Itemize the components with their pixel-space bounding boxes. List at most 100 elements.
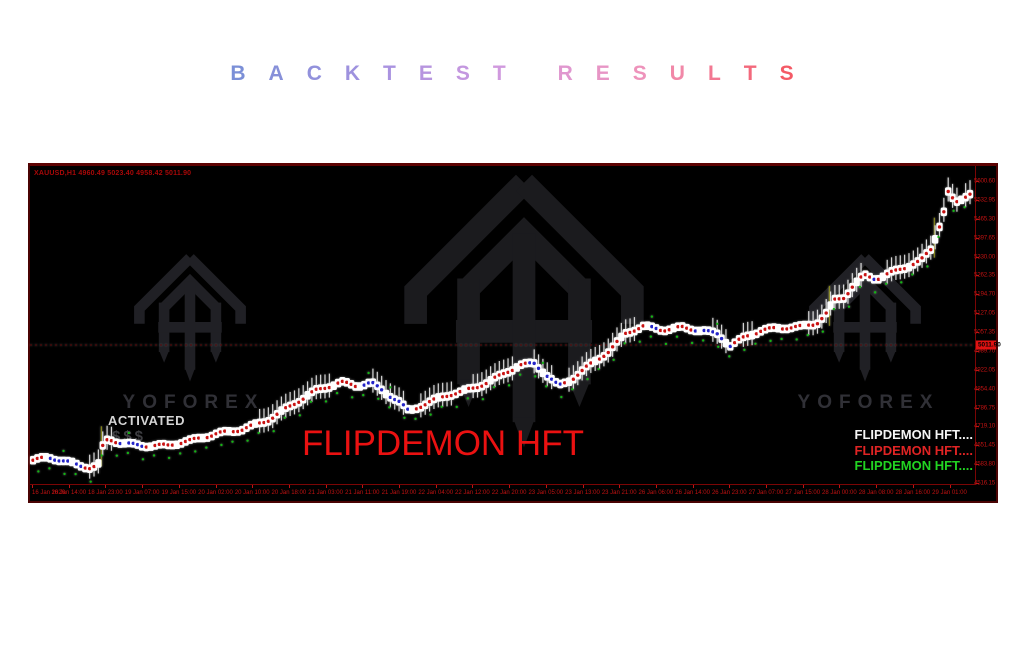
x-axis-label: 29 Jan 01:00 (932, 490, 967, 496)
y-axis-tick (976, 218, 979, 220)
x-axis-tick (545, 485, 547, 488)
chart-window[interactable]: YOFOREX YOFOREX ACTIVATED $$$ FLIPDEMON … (28, 163, 1001, 503)
x-axis-label: 22 Jan 04:00 (418, 490, 454, 496)
x-axis-tick (142, 485, 144, 488)
y-axis-tick (976, 237, 979, 239)
activated-label: ACTIVATED (108, 413, 185, 428)
x-axis-label: 20 Jan 02:00 (198, 490, 233, 496)
x-axis-label: 22 Jan 12:00 (455, 490, 490, 496)
x-axis-label: 27 Jan 15:00 (785, 490, 821, 496)
y-axis-tick (976, 275, 979, 277)
x-axis-tick (729, 485, 731, 488)
y-axis-tick (976, 426, 979, 428)
x-axis-tick (435, 485, 437, 488)
x-axis-tick (472, 485, 474, 488)
y-axis-tick (976, 445, 979, 447)
candlestick-series (29, 177, 975, 483)
title-letter: S (779, 62, 817, 85)
title-letter (529, 62, 558, 86)
x-axis-tick (692, 485, 694, 488)
x-axis-tick (178, 485, 180, 488)
x-axis-tick (582, 485, 584, 488)
x-axis-label: 23 Jan 21:00 (601, 490, 637, 496)
time-axis[interactable]: 16 Jan 2026 16 Jan 14:00 18 Jan 23:00 19 Ja… (30, 484, 975, 501)
y-axis-label: 5194.70 (974, 290, 995, 298)
title-letter: A (268, 62, 307, 85)
y-axis-tick (976, 464, 979, 466)
legend-item: FLIPDEMON HFT.... (854, 442, 973, 458)
y-axis-label: 5127.05 (974, 309, 995, 317)
x-axis-label: 26 Jan 23:00 (711, 490, 747, 496)
x-axis-label: 22 Jan 20:00 (491, 490, 527, 496)
x-axis-label: 27 Jan 07:00 (748, 490, 784, 496)
legend-item: FLIPDEMON HFT.... (854, 427, 973, 442)
x-axis-tick (215, 485, 217, 488)
y-axis-tick (976, 483, 979, 484)
y-axis-label: 5330.00 (974, 253, 995, 260)
x-axis-tick (949, 485, 951, 488)
page-title: BACKTEST RESULTS (0, 62, 1024, 86)
x-axis-label: 26 Jan 06:00 (638, 490, 674, 496)
x-axis-tick (876, 485, 878, 488)
x-axis-tick (288, 485, 290, 488)
watermark-right: YOFOREX (795, 252, 935, 414)
watermark-text: YOFOREX (122, 392, 265, 413)
x-axis-tick (105, 485, 107, 488)
x-axis-tick (912, 485, 914, 488)
y-axis-tick (976, 181, 979, 182)
x-axis-label: 18 Jan 23:00 (88, 490, 123, 496)
y-axis-label: 4989.70 (974, 347, 995, 355)
y-axis-tick (976, 388, 979, 390)
price-axis[interactable]: 5600.60 5532.95 5465.30 5397.65 5330.00 5262.… (974, 166, 1001, 487)
title-letter: S (632, 62, 670, 85)
y-axis-label: 4854.40 (974, 385, 995, 393)
x-axis-label: 20 Jan 18:00 (271, 490, 307, 496)
x-axis-tick (655, 485, 657, 488)
chart-inner: YOFOREX YOFOREX ACTIVATED $$$ FLIPDEMON … (29, 166, 1001, 501)
y-axis-label: 5532.95 (974, 196, 995, 204)
x-axis-tick (619, 485, 621, 488)
title-letter: T (492, 62, 529, 85)
x-axis-tick (32, 485, 33, 488)
title-letter: E (418, 62, 456, 85)
x-axis-tick (68, 485, 70, 488)
y-axis-tick (976, 199, 979, 201)
watermark-text: YOFOREX (797, 392, 940, 413)
title-letter: B (230, 62, 269, 85)
x-axis-label: 21 Jan 19:00 (381, 490, 417, 496)
x-axis-tick (509, 485, 511, 488)
x-axis-tick (252, 485, 254, 488)
x-axis-tick (362, 485, 364, 488)
y-axis-label: 5397.65 (974, 234, 995, 242)
title-letter: U (669, 62, 708, 85)
x-axis-label: 21 Jan 03:00 (308, 490, 343, 496)
y-axis-label: 5465.30 (974, 215, 995, 223)
y-axis-tick (976, 407, 979, 409)
strategy-name-overlay: FLIPDEMON HFT (302, 424, 584, 463)
title-letter: K (344, 62, 384, 85)
title-letter: C (306, 62, 345, 85)
y-axis-label: 5600.60 (974, 177, 995, 185)
title-letter: S (455, 62, 493, 85)
x-axis-label: 20 Jan 10:00 (234, 490, 270, 496)
x-axis-tick (325, 485, 327, 488)
plot-area[interactable] (29, 166, 975, 485)
x-axis-label: 16 Jan 14:00 (51, 490, 87, 496)
y-axis-label: 4516.15 (974, 479, 995, 487)
y-axis-label: 4786.75 (974, 404, 995, 411)
y-axis-tick (976, 369, 979, 371)
x-axis-label: 16 Jan 2026 (32, 490, 66, 496)
y-axis-tick (976, 332, 979, 333)
title-letter: R (557, 62, 596, 85)
symbol-ohlc-label: XAUUSD,H1 4960.49 5023.40 4958.42 5011.9… (34, 170, 192, 177)
title-letter: T (383, 62, 419, 85)
x-axis-label: 28 Jan 00:00 (822, 490, 857, 496)
x-axis-label: 28 Jan 16:00 (895, 490, 931, 496)
x-axis-label: 19 Jan 07:00 (124, 490, 160, 496)
y-axis-tick (976, 294, 979, 296)
x-axis-label: 26 Jan 14:00 (675, 490, 710, 496)
watermark-left: YOFOREX (120, 252, 260, 414)
y-axis-label: 4719.10 (974, 422, 995, 430)
x-axis-label: 23 Jan 05:00 (528, 490, 564, 496)
y-axis-label: 5057.35 (974, 328, 995, 336)
